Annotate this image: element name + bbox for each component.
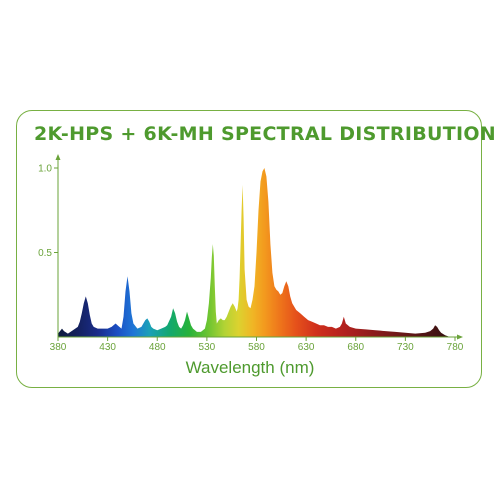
- x-tick-label: 730: [397, 342, 414, 353]
- spectrum-area: [58, 168, 450, 337]
- x-tick-label: 530: [199, 342, 216, 353]
- y-axis-arrow: [55, 154, 61, 160]
- x-tick-label: 630: [298, 342, 315, 353]
- x-tick-label: 580: [248, 342, 265, 353]
- chart-title: 2K-HPS + 6K-MH SPECTRAL DISTRIBUTION: [34, 123, 496, 145]
- x-tick-label: 480: [149, 342, 166, 353]
- y-tick-label: 1.0: [38, 164, 52, 175]
- x-tick-label: 430: [99, 342, 116, 353]
- x-tick-label: 380: [50, 342, 67, 353]
- x-ticks: 380 430 480 530 580 630 680 730 780: [50, 337, 464, 353]
- x-tick-label: 680: [347, 342, 364, 353]
- y-tick-label: 0.5: [38, 248, 52, 259]
- chart-card: [16, 110, 482, 388]
- x-axis-label: Wavelength (nm): [186, 358, 315, 377]
- y-ticks: 0.5 1.0: [38, 164, 58, 259]
- x-axis-arrow: [457, 334, 463, 340]
- x-tick-label: 780: [447, 342, 464, 353]
